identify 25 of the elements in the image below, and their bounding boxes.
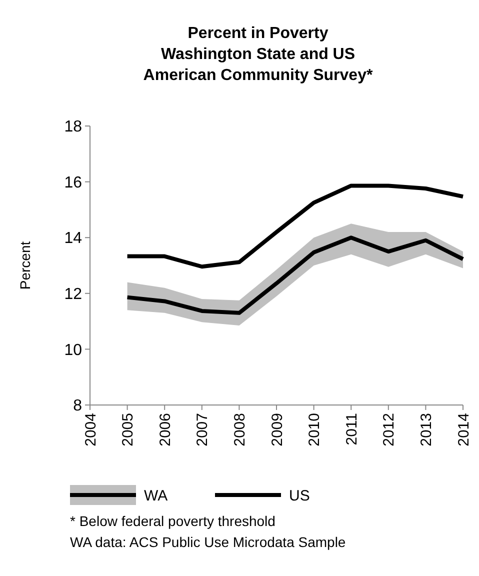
line-series xyxy=(125,184,465,269)
y-tick-label: 16 xyxy=(64,174,82,192)
x-tick-label: 2011 xyxy=(343,413,360,446)
y-tick-label: 18 xyxy=(64,118,82,136)
chart-title: Percent in Poverty Washington State and US American Community Survey* xyxy=(143,25,374,84)
text: WA data: ACS Public Use Microdata Sample xyxy=(70,534,346,550)
x-tick-label: 2005 xyxy=(120,413,137,446)
y-tick-label: 8 xyxy=(73,398,82,415)
text: * Below federal poverty threshold xyxy=(70,513,276,529)
x-tick-label: 2007 xyxy=(194,413,212,446)
y-axis-title: Percent xyxy=(17,241,33,290)
line-series xyxy=(125,236,465,315)
x-tick-label: 2010 xyxy=(306,413,324,446)
legend-label: US xyxy=(289,487,310,504)
x-tick-label: 2006 xyxy=(156,413,174,446)
x-tick-label: 2004 xyxy=(82,413,100,446)
legend-label: WA xyxy=(144,487,168,504)
y-tick-label: 12 xyxy=(64,286,82,303)
x-tick-label: 2012 xyxy=(380,413,398,446)
x-tick-label: 2014 xyxy=(455,413,472,446)
y-tick-label: 10 xyxy=(64,342,82,359)
x-tick-label: 2009 xyxy=(268,413,286,446)
x-tick-label: 2008 xyxy=(231,413,248,446)
y-tick-label: 14 xyxy=(64,230,82,248)
x-tick-label: 2013 xyxy=(418,413,435,446)
